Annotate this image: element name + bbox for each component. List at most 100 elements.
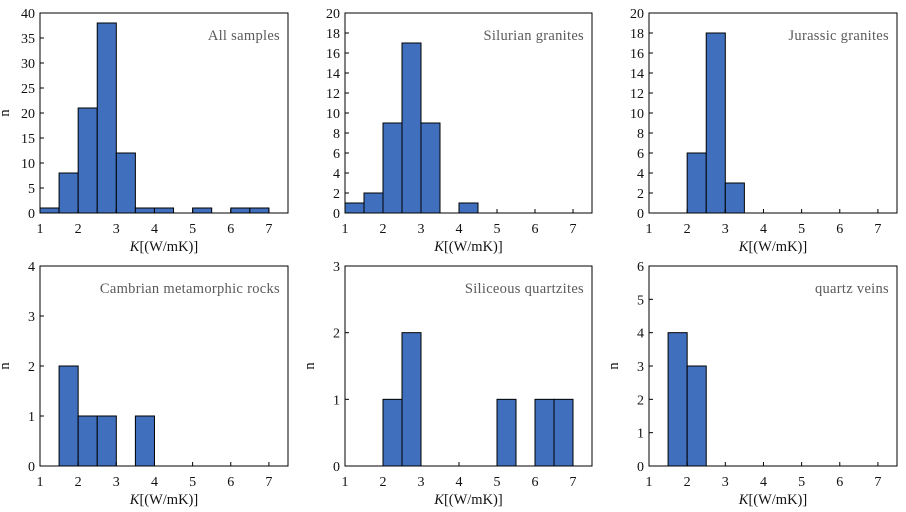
y-axis-label: n <box>302 362 318 370</box>
x-tick-label: 1 <box>37 222 44 237</box>
x-tick-label: 6 <box>227 475 234 490</box>
x-tick-label: 3 <box>722 222 729 237</box>
x-tick-label: 3 <box>722 475 729 490</box>
histogram-bar <box>401 332 422 467</box>
panel-title: quartz veins <box>815 281 889 297</box>
histogram-bar <box>363 192 384 214</box>
x-tick-label: 7 <box>874 475 881 490</box>
y-tick-label: 0 <box>637 207 644 222</box>
y-tick-label: 16 <box>630 47 644 62</box>
x-axis-symbol: K <box>433 492 445 508</box>
histogram-bar <box>496 398 517 467</box>
y-tick-label: 4 <box>637 327 644 342</box>
x-axis-symbol: K <box>433 239 445 255</box>
y-tick-label: 20 <box>21 107 35 122</box>
histogram-bar <box>401 42 422 214</box>
x-tick-label: 4 <box>760 475 767 490</box>
panel-1: 0 5 10 15 20 25 30 35 40 1 2 3 4 5 6 7 All samples K[(W/m… <box>0 7 289 255</box>
x-tick-label: 6 <box>836 475 843 490</box>
x-tick-label: 3 <box>113 475 120 490</box>
x-tick-label: 3 <box>418 475 425 490</box>
histogram-bar <box>420 122 441 214</box>
x-axis-unit: [(W/mK)] <box>139 239 198 255</box>
x-axis-label: K[(W/mK)] <box>738 492 807 508</box>
histogram-bar <box>77 107 98 214</box>
y-axis-label: n <box>0 109 13 117</box>
y-tick-label: 10 <box>326 107 340 122</box>
histogram-bar <box>153 207 175 214</box>
x-tick-label: 2 <box>684 222 691 237</box>
x-tick-label: 1 <box>37 475 44 490</box>
x-axis-label: K[(W/mK)] <box>129 239 198 255</box>
y-tick-label: 0 <box>333 207 340 222</box>
y-tick-label: 1 <box>637 427 644 442</box>
x-tick-label: 4 <box>456 222 463 237</box>
x-tick-label: 2 <box>684 475 691 490</box>
y-tick-label: 0 <box>28 207 35 222</box>
y-tick-label: 3 <box>28 310 35 325</box>
y-axis-label: n <box>606 362 622 370</box>
histogram-bar <box>382 398 403 467</box>
y-tick-label: 12 <box>326 87 340 102</box>
y-tick-label: 0 <box>28 460 35 475</box>
y-tick-label: 4 <box>637 167 644 182</box>
x-tick-label: 6 <box>836 222 843 237</box>
histogram-bar <box>115 152 136 214</box>
y-tick-label: 15 <box>21 132 35 147</box>
histogram-bar <box>96 22 117 214</box>
histogram-bar <box>458 202 479 214</box>
x-axis-unit: [(W/mK)] <box>748 492 807 508</box>
y-tick-label: 35 <box>21 32 35 47</box>
x-tick-label: 5 <box>798 222 805 237</box>
x-axis-unit: [(W/mK)] <box>748 239 807 255</box>
y-tick-label: 25 <box>21 82 35 97</box>
panel-title: All samples <box>208 28 280 44</box>
y-tick-label: 8 <box>637 127 644 142</box>
histogram-bar <box>667 332 688 467</box>
y-tick-label: 1 <box>333 393 340 408</box>
x-tick-label: 6 <box>532 475 539 490</box>
y-tick-label: 2 <box>28 360 35 375</box>
histogram-bar <box>77 415 98 467</box>
histogram-bar <box>134 207 155 214</box>
panel-title: Siliceous quartzites <box>465 281 584 297</box>
histogram-bar <box>686 152 707 214</box>
y-tick-label: 20 <box>630 7 644 22</box>
y-tick-label: 8 <box>333 127 340 142</box>
y-tick-label: 3 <box>637 360 644 375</box>
y-tick-label: 20 <box>326 7 340 22</box>
x-tick-label: 1 <box>646 222 653 237</box>
y-tick-label: 5 <box>637 293 644 308</box>
histogram-bar <box>344 202 365 214</box>
histogram-bar <box>96 415 117 467</box>
histogram-bar <box>553 398 574 467</box>
y-tick-label: 18 <box>630 27 644 42</box>
x-tick-label: 1 <box>342 222 349 237</box>
x-axis-label: K[(W/mK)] <box>433 492 502 508</box>
y-tick-label: 18 <box>326 27 340 42</box>
y-tick-label: 2 <box>333 187 340 202</box>
y-tick-label: 3 <box>333 260 340 275</box>
x-tick-label: 5 <box>494 222 501 237</box>
x-axis-symbol: K <box>129 239 141 255</box>
histogram-bar <box>534 398 555 467</box>
x-axis-symbol: K <box>129 492 141 508</box>
x-tick-label: 4 <box>151 475 158 490</box>
x-tick-label: 7 <box>874 222 881 237</box>
histogram-bar <box>192 207 213 214</box>
x-tick-label: 2 <box>75 222 82 237</box>
x-tick-label: 7 <box>570 222 577 237</box>
x-tick-label: 6 <box>532 222 539 237</box>
y-tick-label: 0 <box>333 460 340 475</box>
x-tick-label: 5 <box>798 475 805 490</box>
panel-title: Silurian granites <box>483 28 584 44</box>
x-axis-label: K[(W/mK)] <box>129 492 198 508</box>
x-axis-unit: [(W/mK)] <box>444 492 503 508</box>
histogram-bar <box>705 32 726 214</box>
x-tick-label: 5 <box>189 222 196 237</box>
y-axis-label: n <box>0 362 13 370</box>
x-axis-symbol: K <box>738 492 750 508</box>
x-tick-label: 7 <box>265 222 272 237</box>
x-axis-label: K[(W/mK)] <box>738 239 807 255</box>
